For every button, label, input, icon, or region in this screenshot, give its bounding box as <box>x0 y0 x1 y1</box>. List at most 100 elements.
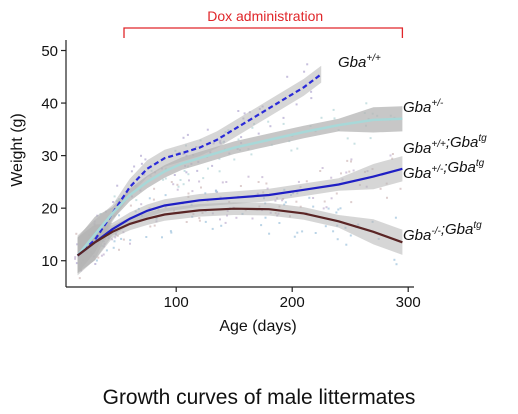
scatter-point <box>339 207 342 210</box>
series-label-superscript: +/+ <box>366 53 381 64</box>
series-label-superscript: -/- <box>431 226 441 237</box>
scatter-point <box>299 205 302 208</box>
scatter-point <box>308 196 311 199</box>
scatter-point <box>386 196 388 199</box>
x-tick-label: 100 <box>164 294 189 311</box>
series-label-superscript: +/- <box>431 164 444 175</box>
scatter-point <box>161 236 163 239</box>
scatter-point <box>365 102 368 105</box>
scatter-point <box>257 132 260 135</box>
series-label-text: Gba <box>338 54 366 71</box>
scatter-point <box>324 225 327 228</box>
scatter-point <box>191 190 194 193</box>
scatter-point <box>290 149 293 152</box>
x-tick-label: 300 <box>396 294 421 311</box>
scatter-point <box>237 110 240 112</box>
scatter-point <box>330 176 333 179</box>
scatter-point <box>310 97 313 100</box>
scatter-point <box>340 172 342 175</box>
series-label-superscript: +/+ <box>431 139 446 150</box>
scatter-point <box>243 112 246 115</box>
scatter-point <box>251 126 254 129</box>
scatter-point <box>301 230 304 233</box>
scatter-point <box>129 204 132 207</box>
scatter-point <box>170 181 173 183</box>
series-labels: Gba+/+Gba+/-Gba+/+;GbatgGba+/-;GbatgGba-… <box>338 53 487 244</box>
scatter-point <box>144 158 147 161</box>
scatter-point <box>350 160 352 163</box>
scatter-point <box>74 256 77 259</box>
scatter-point <box>350 201 353 204</box>
series-lines <box>76 73 403 257</box>
scatter-point <box>283 203 286 206</box>
scatter-point <box>207 167 209 170</box>
scatter-point <box>153 187 156 190</box>
dox-annotation: Dox administration <box>123 8 404 38</box>
confidence-ribbons <box>77 65 403 276</box>
y-tick-label: 10 <box>41 253 58 270</box>
confidence-ribbon <box>77 106 403 274</box>
scatter-point <box>335 192 338 195</box>
scatter-point <box>237 138 240 141</box>
scatter-point <box>129 239 132 242</box>
scatter-point <box>129 242 131 245</box>
scatter-point <box>74 257 77 260</box>
y-tick-label: 20 <box>41 201 58 218</box>
scatter-point <box>350 158 353 161</box>
scatter-point <box>204 220 207 223</box>
scatter-point <box>149 225 152 228</box>
scatter-point <box>153 224 156 227</box>
scatter-point <box>293 235 296 238</box>
scatter-point <box>327 207 330 210</box>
series-label-text: Gba <box>403 227 431 244</box>
scatter-point <box>269 125 272 128</box>
scatter-point <box>182 183 185 186</box>
scatter-point <box>278 222 281 224</box>
scatter-point <box>346 159 349 162</box>
scatter-point <box>251 217 254 220</box>
scatter-point <box>198 180 201 183</box>
scatter-point <box>164 177 167 180</box>
scatter-point <box>312 197 315 199</box>
scatter-point <box>224 221 227 224</box>
scatter-point <box>321 167 324 169</box>
scatter-point <box>185 221 188 223</box>
scatter-point <box>162 178 165 181</box>
scatter-point <box>111 238 114 241</box>
scatter-point <box>325 206 328 209</box>
scatter-point <box>112 201 115 203</box>
scatter-point <box>393 258 396 261</box>
scatter-point <box>261 176 264 179</box>
series-label-superscript: +/- <box>431 98 444 109</box>
series-line <box>76 73 322 257</box>
scatter-point <box>394 216 397 219</box>
scatter-point <box>102 253 105 256</box>
scatter-points <box>74 63 402 280</box>
scatter-point <box>225 181 228 183</box>
series-label-text: ;Gba <box>443 159 476 176</box>
scatter-point <box>314 232 317 234</box>
series-label-text: Gba <box>403 99 431 116</box>
scatter-point <box>170 231 173 234</box>
scatter-point <box>268 232 271 235</box>
series-line <box>76 207 403 257</box>
scatter-point <box>215 189 218 192</box>
scatter-point <box>173 174 176 176</box>
scatter-point <box>310 90 313 93</box>
scatter-point <box>116 184 119 187</box>
scatter-point <box>266 187 269 190</box>
scatter-point <box>196 169 199 172</box>
scatter-point <box>185 171 188 174</box>
series-line <box>76 167 403 257</box>
scatter-point <box>282 116 285 119</box>
x-axis-label: Age (days) <box>219 318 296 335</box>
scatter-point <box>274 199 277 202</box>
scatter-point <box>200 186 202 189</box>
scatter-point <box>186 133 189 136</box>
scatter-point <box>323 200 326 203</box>
scatter-point <box>176 188 179 191</box>
scatter-point <box>94 263 97 265</box>
scatter-point <box>250 153 253 156</box>
scatter-point <box>333 117 336 120</box>
